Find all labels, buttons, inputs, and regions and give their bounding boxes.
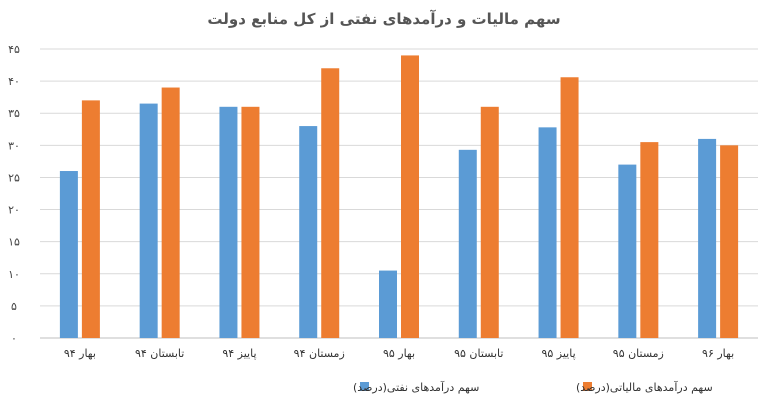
y-tick-label: ۴۵ [8, 43, 20, 56]
x-tick-label: تابستان ۹۵ [454, 347, 503, 360]
bar-tax [321, 68, 340, 339]
chart-title: سهم مالیات و درآمدهای نفتی از کل منابع د… [207, 10, 560, 28]
y-tick-label: ۱۰ [8, 268, 20, 281]
legend-swatch [360, 382, 369, 391]
bar-tax [241, 106, 260, 338]
bar-oil [299, 126, 318, 338]
bar-tax [81, 100, 100, 338]
bar-oil [458, 149, 477, 338]
y-tick-label: ۳۵ [8, 107, 20, 120]
bar-oil [139, 103, 158, 338]
x-tick-label: بهار ۹۴ [64, 347, 96, 360]
bar-tax [720, 145, 739, 338]
legend-label: سهم درآمدهای نفتی(درصد) [353, 380, 479, 394]
x-tick-label: بهار ۹۶ [702, 347, 734, 360]
legend: سهم درآمدهای مالیاتی(درصد) سهم درآمدهای ن… [353, 380, 713, 394]
bar-oil [618, 164, 637, 338]
grid-lines [40, 48, 758, 339]
bar-oil [698, 138, 717, 338]
bar-oil [379, 270, 397, 338]
x-axis: بهار ۹۴ تابستان ۹۴ پاییز ۹۴ زمستان ۹۴ بهار ۹… [64, 347, 734, 360]
x-tick-label: پاییز ۹۵ [541, 347, 575, 360]
bar-oil [219, 106, 238, 338]
y-tick-label: ۲۰ [8, 204, 20, 217]
bar-tax [560, 77, 579, 338]
x-tick-label: بهار ۹۵ [383, 347, 415, 360]
x-tick-label: تابستان ۹۴ [135, 347, 184, 360]
bar-oil [59, 171, 78, 338]
bar-tax [401, 55, 419, 339]
y-tick-label: ۲۵ [8, 171, 20, 184]
bar-tax [640, 142, 659, 338]
y-tick-label: ۵ [11, 300, 17, 313]
y-axis: ۰ ۵ ۱۰ ۱۵ ۲۰ ۲۵ ۳۰ ۳۵ ۴۰ ۴۵ [8, 43, 20, 345]
bar-tax [480, 106, 499, 338]
legend-swatch [583, 382, 592, 391]
bars [59, 55, 739, 339]
bar-tax [161, 87, 180, 339]
y-tick-label: ۰ [11, 332, 17, 345]
x-tick-label: زمستان ۹۴ [294, 347, 345, 360]
y-tick-label: ۳۰ [8, 139, 20, 152]
legend-label: سهم درآمدهای مالیاتی(درصد) [576, 380, 713, 394]
bar-oil [538, 127, 557, 339]
x-tick-label: پاییز ۹۴ [222, 347, 256, 360]
x-tick-label: زمستان ۹۵ [613, 347, 664, 360]
y-tick-label: ۱۵ [8, 236, 20, 249]
y-tick-label: ۴۰ [8, 75, 20, 88]
